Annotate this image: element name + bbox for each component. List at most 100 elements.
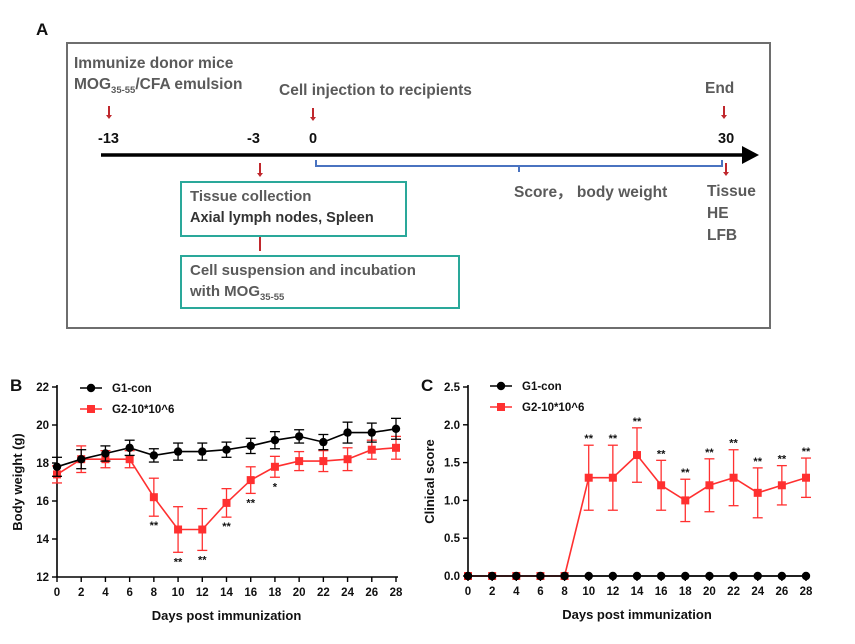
panel-c-letter: C: [421, 376, 434, 395]
injection-label: Cell injection to recipients: [279, 82, 472, 99]
data-point: [633, 451, 641, 460]
data-point: [295, 457, 304, 466]
y-tick-label: 18: [36, 458, 49, 470]
significance-marker: **: [246, 497, 255, 509]
data-point: [198, 525, 207, 534]
data-point: [536, 571, 545, 581]
event-marker-donor: [106, 106, 112, 119]
x-tick-label: 10: [582, 586, 595, 598]
donor-label-line1: Immunize donor mice: [74, 55, 234, 72]
data-point: [343, 428, 352, 437]
score-label: Score， body weight: [514, 184, 668, 201]
event-marker-tissue: [723, 163, 729, 176]
x-tick-label: 10: [172, 587, 185, 599]
data-point: [584, 571, 593, 581]
data-point: [753, 488, 762, 497]
tick-30: 30: [718, 131, 735, 147]
significance-marker: **: [705, 447, 714, 459]
data-point: [392, 443, 400, 452]
data-point: [560, 571, 569, 581]
x-tick-label: 16: [244, 587, 257, 599]
x-tick-label: 2: [489, 586, 495, 598]
event-marker-end: [721, 106, 727, 119]
data-point: [753, 571, 762, 581]
data-point: [705, 481, 714, 490]
tick-0: 0: [309, 131, 318, 147]
data-point: [270, 462, 279, 471]
data-point: [222, 445, 231, 454]
timeline-svg: [101, 106, 759, 251]
legend-label: G2-10*10^6: [112, 404, 174, 416]
tissue-collection-box: Tissue collection Axial lymph nodes, Spl…: [180, 181, 407, 237]
legend-marker: [496, 381, 506, 391]
y-tick-label: 0.5: [444, 533, 461, 545]
x-tick-label: 28: [390, 587, 403, 599]
data-point: [246, 441, 255, 451]
data-point: [632, 571, 642, 581]
data-point: [173, 447, 183, 456]
data-point: [729, 571, 738, 581]
data-point: [777, 571, 787, 581]
data-point: [246, 476, 255, 485]
data-point: [801, 571, 811, 581]
donor-label-line2: MOG35-55/CFA emulsion: [74, 76, 242, 96]
legend-label: G1-con: [112, 383, 152, 395]
y-tick-label: 0.0: [444, 571, 460, 583]
x-tick-label: 4: [513, 586, 520, 598]
x-tick-label: 18: [679, 586, 692, 598]
he-label: HE: [707, 205, 729, 222]
data-point: [198, 447, 207, 456]
data-point: [681, 496, 690, 505]
significance-marker: *: [273, 481, 278, 493]
x-tick-label: 12: [606, 586, 619, 598]
x-tick-label: 0: [465, 586, 471, 598]
x-tick-label: 24: [341, 587, 354, 599]
data-point: [174, 525, 183, 534]
y-tick-label: 12: [36, 572, 49, 584]
y-tick-label: 2.5: [444, 382, 461, 394]
data-point: [125, 455, 134, 464]
x-tick-label: 20: [293, 587, 306, 599]
y-axis-title: Body weight (g): [10, 433, 25, 531]
data-point: [149, 451, 159, 460]
cell-suspension-mog: with MOG: [190, 283, 260, 300]
data-point: [77, 455, 86, 464]
score-bracket: [315, 160, 723, 167]
data-point: [512, 571, 521, 581]
tissue-collection-sub: Axial lymph nodes, Spleen: [190, 210, 374, 226]
significance-marker: **: [753, 456, 762, 468]
x-tick-label: 28: [800, 586, 813, 598]
event-marker-collection: [257, 163, 263, 177]
tick-minus3: -3: [247, 131, 260, 147]
x-tick-label: 2: [78, 587, 84, 599]
x-tick-label: 24: [751, 586, 764, 598]
x-tick-label: 22: [317, 587, 330, 599]
donor-mog: MOG: [74, 76, 112, 93]
legend-marker: [87, 405, 95, 413]
data-point: [101, 449, 110, 458]
x-tick-label: 6: [537, 586, 543, 598]
y-tick-label: 20: [36, 420, 49, 432]
x-tick-label: 14: [631, 586, 644, 598]
x-tick-label: 4: [102, 587, 109, 599]
chart-c-clinical-score: 0 2 4 6 8 10 12 14 16 18 20 22 24 26 280.00.51.01.52.0…: [422, 381, 813, 622]
data-point: [391, 424, 401, 433]
x-tick-label: 20: [703, 586, 716, 598]
data-point: [608, 571, 618, 581]
event-marker-injection: [310, 108, 316, 121]
data-point: [681, 571, 690, 581]
significance-marker: **: [222, 521, 231, 533]
donor-rest: /CFA emulsion: [135, 76, 243, 93]
x-axis-title: Days post immunization: [562, 607, 712, 622]
y-tick-label: 1.0: [444, 495, 460, 507]
data-point: [222, 498, 231, 507]
significance-marker: **: [681, 467, 690, 479]
data-point: [319, 437, 328, 447]
data-point: [319, 457, 328, 466]
x-axis-title: Days post immunization: [152, 608, 302, 623]
significance-marker: **: [198, 554, 207, 566]
lfb-label: LFB: [707, 227, 738, 244]
y-tick-label: 16: [36, 496, 49, 508]
data-point: [584, 473, 593, 482]
x-tick-label: 26: [365, 587, 378, 599]
